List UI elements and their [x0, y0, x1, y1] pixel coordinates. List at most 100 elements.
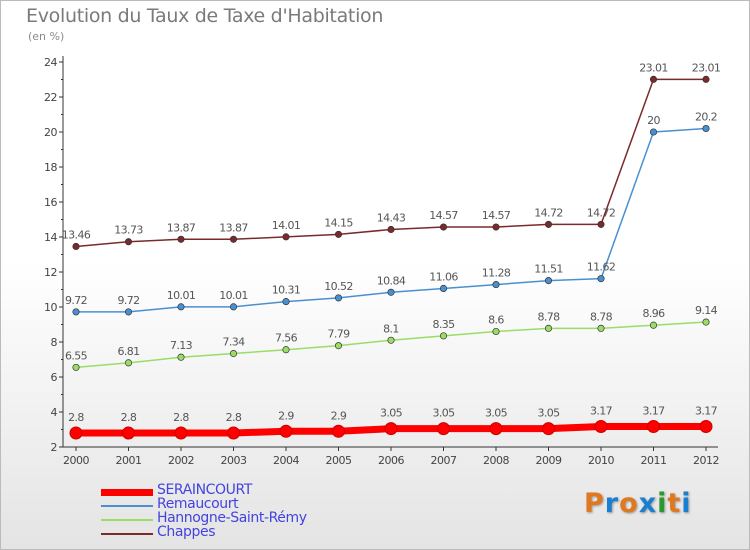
y-tick-label: 8 [51, 336, 58, 349]
data-label-Chappes: 14.15 [324, 216, 353, 229]
data-point-Hannogne-Saint-Rémy [229, 349, 238, 358]
logo-letter: r [604, 488, 620, 519]
data-point-Hannogne-Saint-Rémy [597, 324, 605, 332]
y-tick-label: 22 [44, 91, 57, 104]
data-point-Hannogne-Saint-Rémy [649, 321, 658, 329]
data-point-SERAINCOURT [542, 422, 555, 436]
data-label-Remaucourt: 10.31 [272, 284, 301, 297]
logo-letter: t [667, 488, 682, 519]
data-label-SERAINCOURT: 3.05 [432, 407, 455, 420]
data-point-SERAINCOURT [699, 420, 713, 434]
data-label-SERAINCOURT: 3.05 [485, 407, 508, 420]
data-label-SERAINCOURT: 3.17 [695, 405, 718, 418]
y-tick-label: 14 [44, 231, 57, 244]
data-label-Remaucourt: 20.2 [695, 111, 717, 124]
data-label-Chappes: 14.57 [429, 209, 458, 222]
data-point-SERAINCOURT [279, 424, 293, 438]
data-label-SERAINCOURT: 2.8 [121, 411, 137, 424]
y-tick-label: 12 [44, 266, 57, 279]
data-label-Remaucourt: 10.84 [377, 274, 406, 287]
y-tick-label: 2 [51, 441, 58, 454]
data-label-Hannogne-Saint-Rémy: 8.96 [642, 307, 665, 320]
data-label-Remaucourt: 11.62 [587, 261, 616, 274]
data-point-Chappes [282, 233, 290, 241]
data-point-SERAINCOURT [174, 426, 188, 440]
data-label-Hannogne-Saint-Rémy: 7.56 [275, 332, 298, 345]
legend-label: Hannogne-Saint-Rémy [157, 510, 307, 526]
data-label-Hannogne-Saint-Rémy: 8.1 [383, 322, 399, 335]
data-label-Chappes: 14.72 [534, 206, 563, 219]
data-label-Remaucourt: 20 [647, 114, 660, 127]
data-label-Chappes: 13.73 [114, 224, 143, 237]
legend-swatch [101, 489, 153, 496]
data-label-Hannogne-Saint-Rémy: 6.81 [117, 345, 139, 358]
data-point-Hannogne-Saint-Rémy [387, 336, 395, 344]
proxiti-logo: Proxiti [584, 488, 692, 519]
legend-label: Chappes [157, 524, 216, 540]
data-point-Remaucourt [72, 308, 80, 316]
data-point-Remaucourt [597, 275, 605, 283]
data-point-Chappes [544, 220, 553, 228]
x-tick-label: 2012 [693, 454, 719, 467]
data-label-Chappes: 13.87 [219, 221, 248, 234]
data-label-SERAINCOURT: 3.05 [537, 407, 560, 420]
data-label-Hannogne-Saint-Rémy: 7.79 [327, 328, 350, 341]
data-point-Hannogne-Saint-Rémy [702, 318, 710, 326]
data-label-Remaucourt: 11.28 [482, 267, 511, 280]
x-tick-label: 2008 [483, 454, 509, 467]
legend-swatch [101, 519, 153, 521]
data-point-Hannogne-Saint-Rémy [177, 353, 185, 361]
data-point-Chappes [72, 242, 80, 251]
data-label-Chappes: 23.01 [639, 61, 668, 74]
y-tick-label: 6 [51, 371, 58, 384]
data-point-Remaucourt [124, 308, 133, 316]
data-label-SERAINCOURT: 3.17 [642, 405, 665, 418]
x-tick-label: 2004 [273, 454, 299, 467]
data-label-Chappes: 14.72 [587, 206, 616, 219]
x-tick-label: 2006 [378, 454, 404, 467]
data-label-Hannogne-Saint-Rémy: 8.78 [537, 310, 560, 323]
data-point-Remaucourt [282, 298, 290, 306]
data-label-SERAINCOURT: 3.05 [380, 407, 403, 420]
x-tick-label: 2005 [326, 454, 352, 467]
data-point-Chappes [177, 235, 185, 243]
data-label-SERAINCOURT: 2.8 [226, 411, 242, 424]
legend-swatch [101, 533, 153, 535]
data-point-SERAINCOURT [437, 422, 450, 436]
data-point-Remaucourt [702, 124, 710, 133]
x-tick-label: 2002 [168, 454, 194, 467]
data-point-Hannogne-Saint-Rémy [492, 327, 500, 336]
x-tick-label: 2009 [536, 454, 562, 467]
logo-letter: P [584, 488, 605, 519]
data-point-Chappes [229, 235, 238, 243]
data-point-Hannogne-Saint-Rémy [544, 324, 553, 332]
data-label-SERAINCOURT: 2.9 [331, 409, 347, 422]
data-label-Remaucourt: 10.01 [219, 289, 248, 302]
y-tick-label: 20 [44, 126, 57, 139]
chart-unit: (en %) [28, 30, 65, 43]
data-point-Hannogne-Saint-Rémy [72, 363, 80, 371]
data-point-Chappes [492, 223, 500, 231]
data-point-Hannogne-Saint-Rémy [334, 342, 343, 350]
data-label-Remaucourt: 10.52 [324, 280, 353, 293]
data-label-SERAINCOURT: 2.9 [278, 409, 294, 422]
data-label-Remaucourt: 9.72 [117, 294, 139, 307]
x-tick-label: 2003 [221, 454, 247, 467]
x-tick-label: 2007 [431, 454, 457, 467]
logo-letter: o [619, 488, 639, 519]
data-point-Remaucourt [439, 284, 448, 293]
data-label-Chappes: 23.01 [692, 61, 721, 74]
data-point-SERAINCOURT [489, 422, 503, 436]
data-point-Hannogne-Saint-Rémy [124, 359, 133, 367]
data-label-SERAINCOURT: 2.8 [68, 411, 84, 424]
data-label-Hannogne-Saint-Rémy: 8.78 [590, 310, 613, 323]
data-point-Remaucourt [492, 281, 500, 289]
y-tick-label: 24 [44, 56, 57, 69]
legend-label: Remaucourt [157, 496, 239, 512]
data-point-SERAINCOURT [594, 420, 608, 434]
legend-swatch [101, 505, 153, 507]
data-point-SERAINCOURT [332, 424, 345, 438]
y-tick-label: 10 [44, 301, 57, 314]
